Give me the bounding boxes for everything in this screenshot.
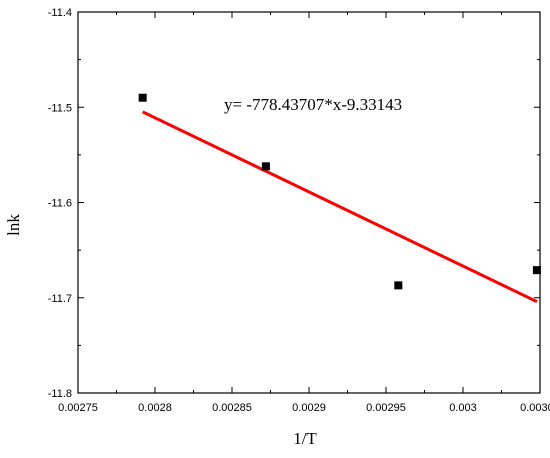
y-tick-label: -11.5 [48,102,72,114]
y-tick-label: -11.6 [48,198,72,210]
x-tick-label: 0.0028 [138,402,172,414]
x-tick-label: 0.0029 [292,402,326,414]
x-tick-label: 0.00295 [366,402,406,414]
x-tick-label: 0.00275 [58,402,98,414]
y-tick-label: -11.7 [48,293,72,305]
x-tick-label: 0.00285 [212,402,252,414]
y-axis-label: lnk [4,214,23,236]
data-point-marker [394,281,403,290]
y-tick-label: -11.4 [48,7,72,19]
fit-line-group [142,110,538,304]
data-point-marker [138,93,147,102]
y-axis-ticks: -11.8 -11.7 -11.6 -11.5 -11.4 [48,7,540,400]
x-axis-ticks: 0.00275 0.0028 0.00285 0.0029 0.00295 0.003 0.… [58,12,550,414]
fit-equation-annotation: y= -778.43707*x-9.33143 [224,95,402,114]
fit-line [142,110,538,304]
x-tick-label: 0.003 [449,402,477,414]
y-tick-label: -11.8 [48,388,72,400]
data-points [138,93,541,290]
data-point-marker [532,266,541,275]
x-tick-label: 0.00305 [520,402,550,414]
data-point-marker [261,162,270,171]
x-axis-label: 1/T [293,429,317,448]
